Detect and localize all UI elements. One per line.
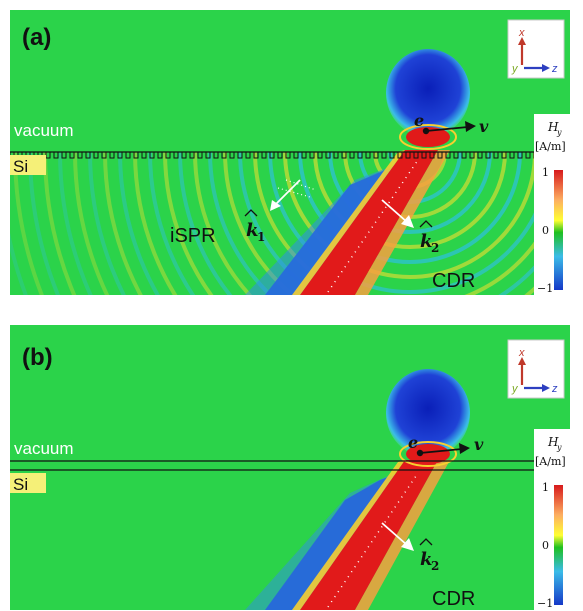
colorbar-tick-min: −1: [537, 282, 553, 295]
si-label-bg: [10, 155, 46, 175]
z-axis-label: z: [551, 63, 558, 75]
k2-arrow: [381, 522, 408, 546]
near-field-blob: [386, 49, 470, 137]
si-label: Si: [13, 157, 28, 176]
panel-a: e v k 1 k 2 (a) vacuum Si iSPR CDR x y: [10, 10, 570, 295]
field-map-b: e v k 2 (b) vacuum Si CDR x y z H y: [10, 325, 570, 610]
k2-arrow: [381, 199, 408, 223]
y-axis-label: y: [511, 63, 519, 75]
charge-label: e: [414, 111, 424, 130]
k1-subscript: 1: [257, 230, 265, 244]
cdr-label: CDR: [432, 270, 475, 292]
k2-subscript: 2: [431, 559, 439, 573]
grating: [10, 151, 546, 159]
colorbar-tick-zero: 0: [542, 224, 549, 237]
si-label: Si: [13, 475, 28, 494]
k2-hat: [419, 538, 433, 546]
colorbar-tick-max: 1: [542, 166, 549, 179]
wake-edge: [245, 160, 405, 295]
x-axis-label: x: [518, 347, 525, 359]
velocity-arrow: [425, 126, 469, 132]
panel-label: (b): [22, 344, 53, 371]
colorbar-unit: [A/m]: [535, 140, 566, 153]
colorbar-unit: [A/m]: [535, 455, 566, 468]
wake-edge: [245, 470, 405, 610]
axes-inset: x y z: [507, 339, 565, 399]
colorbar-tick-zero: 0: [542, 539, 549, 552]
k2-subscript: 2: [431, 241, 439, 255]
colorbar-tick-max: 1: [542, 481, 549, 494]
velocity-label: v: [479, 117, 489, 136]
colorbar-gradient: [554, 485, 563, 605]
x-axis-label: x: [518, 27, 525, 39]
cdr-beam: [300, 150, 438, 295]
k2-label: k: [420, 549, 432, 570]
k2-label: k: [420, 231, 432, 252]
z-axis-label: z: [551, 383, 558, 395]
colorbar-title-sub: y: [556, 128, 562, 137]
si-label-bg: [10, 473, 46, 493]
colorbar: H y [A/m] 1 0 −1: [534, 429, 570, 610]
k1-hat: [244, 209, 258, 217]
cdr-beam: [300, 460, 438, 610]
panel-b: e v k 2 (b) vacuum Si CDR x y z H y: [10, 325, 570, 610]
y-axis-label: y: [511, 383, 519, 395]
field-map-a: e v k 1 k 2 (a) vacuum Si iSPR CDR x y: [10, 10, 570, 295]
velocity-label: v: [474, 435, 484, 454]
colorbar-title: H: [547, 435, 559, 449]
near-field-blob: [386, 369, 470, 457]
velocity-arrow: [419, 448, 463, 454]
k2-hat: [419, 220, 433, 228]
colorbar-title-sub: y: [556, 443, 562, 452]
cdr-label: CDR: [432, 588, 475, 610]
axes-inset: x y z: [507, 19, 565, 79]
colorbar-tick-min: −1: [537, 597, 553, 610]
ispr-label: iSPR: [170, 225, 216, 247]
electron-dot: [422, 127, 430, 135]
colorbar-gradient: [554, 170, 563, 290]
vacuum-label: vacuum: [14, 439, 74, 458]
charge-label: e: [408, 433, 418, 452]
colorbar-title: H: [547, 120, 559, 134]
k1-label: k: [246, 220, 258, 241]
vacuum-label: vacuum: [14, 121, 74, 140]
colorbar: H y [A/m] 1 0 −1: [534, 114, 570, 295]
panel-label: (a): [22, 24, 51, 51]
k1-arrow: [274, 179, 301, 206]
